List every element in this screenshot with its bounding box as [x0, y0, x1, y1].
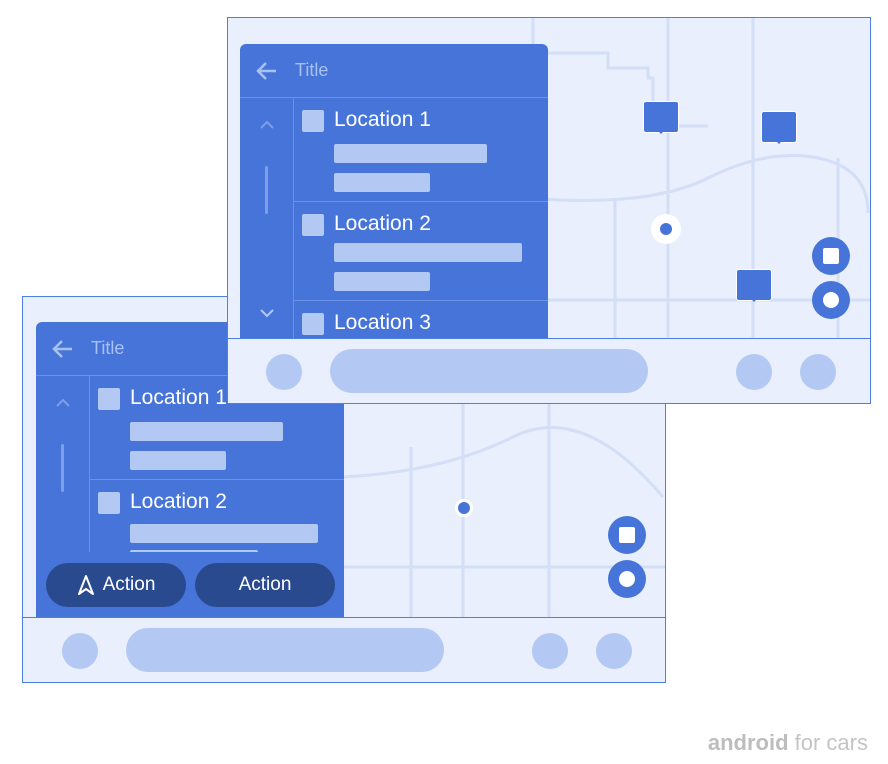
map-marker-icon [736, 269, 772, 302]
system-bar [23, 617, 665, 682]
action-button-navigate[interactable]: Action [46, 563, 186, 607]
system-button[interactable] [266, 354, 302, 390]
list-item[interactable]: Location 2 [294, 202, 548, 301]
panel-title: Title [91, 338, 125, 358]
scroll-rail[interactable] [36, 376, 90, 617]
scrollbar-thumb[interactable] [265, 166, 268, 214]
stop-button[interactable] [608, 516, 646, 554]
chevron-down-icon[interactable] [260, 308, 274, 318]
action-label: Action [102, 574, 156, 595]
item-icon [98, 388, 120, 410]
recenter-button[interactable] [608, 560, 646, 598]
system-pill[interactable] [330, 349, 648, 393]
chevron-up-icon[interactable] [260, 120, 274, 130]
item-label: Location 1 [130, 386, 227, 409]
list-panel: Title Location 1 Location 2 Action Actio… [36, 322, 344, 617]
system-button[interactable] [800, 354, 836, 390]
item-label: Location 1 [334, 108, 431, 131]
back-arrow-icon[interactable] [254, 58, 280, 84]
back-arrow-icon[interactable] [50, 336, 76, 362]
nav-template-screen-upper: Title Location 1 Location 2 Location 3 [227, 17, 871, 404]
list-item[interactable]: Location 2 [90, 480, 344, 569]
map [342, 297, 665, 682]
system-button[interactable] [596, 633, 632, 669]
system-button[interactable] [62, 633, 98, 669]
current-location-icon [455, 499, 473, 517]
recenter-button[interactable] [812, 281, 850, 319]
navigation-arrow-icon [77, 575, 94, 595]
map-marker-icon [643, 101, 679, 134]
system-button[interactable] [736, 354, 772, 390]
system-bar [228, 338, 870, 403]
action-label: Action [238, 574, 292, 595]
scrollbar-thumb[interactable] [61, 444, 64, 492]
item-label: Location 2 [334, 212, 431, 235]
item-label: Location 3 [334, 311, 431, 334]
current-location-icon [651, 214, 681, 244]
stop-button[interactable] [812, 237, 850, 275]
item-icon [98, 492, 120, 514]
item-icon [302, 110, 324, 132]
panel-title: Title [295, 60, 329, 80]
chevron-up-icon[interactable] [56, 398, 70, 408]
list-item[interactable]: Location 1 [294, 98, 548, 202]
action-strip: Action Action [36, 552, 344, 617]
item-label: Location 2 [130, 490, 227, 513]
map-marker-icon [761, 111, 797, 144]
item-icon [302, 214, 324, 236]
brand-wordmark: android for cars [707, 730, 868, 755]
scroll-rail[interactable] [240, 98, 294, 339]
action-button[interactable]: Action [195, 563, 335, 607]
list-panel: Title Location 1 Location 2 Location 3 [240, 44, 548, 339]
system-pill[interactable] [126, 628, 444, 672]
item-icon [302, 313, 324, 335]
list-item[interactable]: Location 1 [90, 376, 344, 480]
system-button[interactable] [532, 633, 568, 669]
panel-header: Title [240, 44, 548, 98]
list-item[interactable]: Location 3 [294, 301, 548, 339]
panel-header: Title [36, 322, 344, 376]
